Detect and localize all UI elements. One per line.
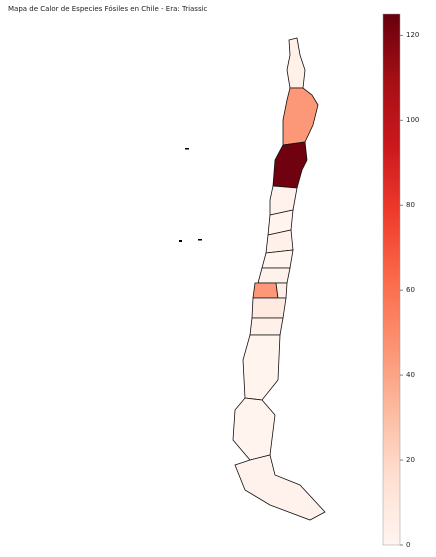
colorbar-tick-label: 100 [406,116,419,124]
island [198,239,202,241]
region [282,87,319,146]
island [179,240,182,242]
colorbar-tick-label: 80 [406,201,415,209]
region [249,317,284,336]
region [275,282,288,299]
region [261,249,294,269]
region [257,267,291,284]
region [252,282,279,299]
colorbar-tick-label: 120 [406,31,419,39]
region [234,454,326,521]
island [185,148,189,150]
map [179,37,326,521]
colorbar-tick-label: 40 [406,371,415,379]
colorbar: 0 20 40 60 80 100 120 [382,13,419,549]
region [251,297,287,319]
region [272,141,308,189]
colorbar-fill [382,13,401,546]
map-title: Mapa de Calor de Especies Fósiles en Chi… [8,5,208,13]
colorbar-tick-label: 20 [406,456,415,464]
colorbar-tick-label: 0 [406,541,410,549]
colorbar-tick-label: 60 [406,286,415,294]
